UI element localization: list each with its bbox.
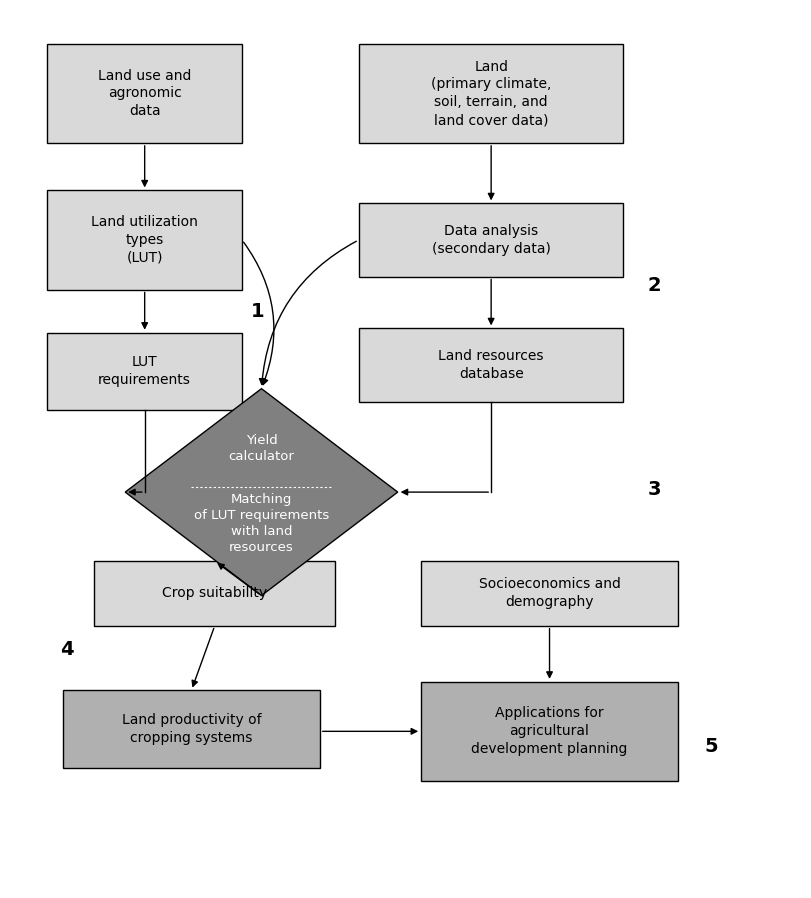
Text: Data analysis
(secondary data): Data analysis (secondary data) xyxy=(431,224,551,256)
Text: Socioeconomics and
demography: Socioeconomics and demography xyxy=(478,577,620,610)
Text: Crop suitability: Crop suitability xyxy=(162,586,268,601)
FancyBboxPatch shape xyxy=(358,44,624,143)
Text: Matching
of LUT requirements
with land
resources: Matching of LUT requirements with land r… xyxy=(194,493,329,554)
Text: Land
(primary climate,
soil, terrain, and
land cover data): Land (primary climate, soil, terrain, an… xyxy=(431,59,551,128)
Text: 4: 4 xyxy=(60,639,74,658)
FancyBboxPatch shape xyxy=(94,561,336,626)
Text: 3: 3 xyxy=(648,480,662,499)
FancyBboxPatch shape xyxy=(63,691,320,768)
Text: Applications for
agricultural
development planning: Applications for agricultural developmen… xyxy=(471,707,628,756)
FancyBboxPatch shape xyxy=(358,203,624,277)
Text: LUT
requirements: LUT requirements xyxy=(98,356,191,387)
Text: 1: 1 xyxy=(251,302,264,321)
FancyBboxPatch shape xyxy=(358,329,624,401)
FancyBboxPatch shape xyxy=(421,682,678,781)
Text: 2: 2 xyxy=(648,276,662,295)
FancyBboxPatch shape xyxy=(421,561,678,626)
FancyBboxPatch shape xyxy=(47,332,242,410)
Polygon shape xyxy=(125,389,397,595)
Text: Land productivity of
cropping systems: Land productivity of cropping systems xyxy=(122,713,261,745)
FancyBboxPatch shape xyxy=(47,190,242,289)
Text: 5: 5 xyxy=(705,737,719,756)
FancyBboxPatch shape xyxy=(47,44,242,143)
Text: Yield
calculator: Yield calculator xyxy=(229,434,294,463)
Text: Land resources
database: Land resources database xyxy=(439,349,544,381)
Text: Land use and
agronomic
data: Land use and agronomic data xyxy=(98,68,191,119)
Text: Land utilization
types
(LUT): Land utilization types (LUT) xyxy=(92,216,198,265)
